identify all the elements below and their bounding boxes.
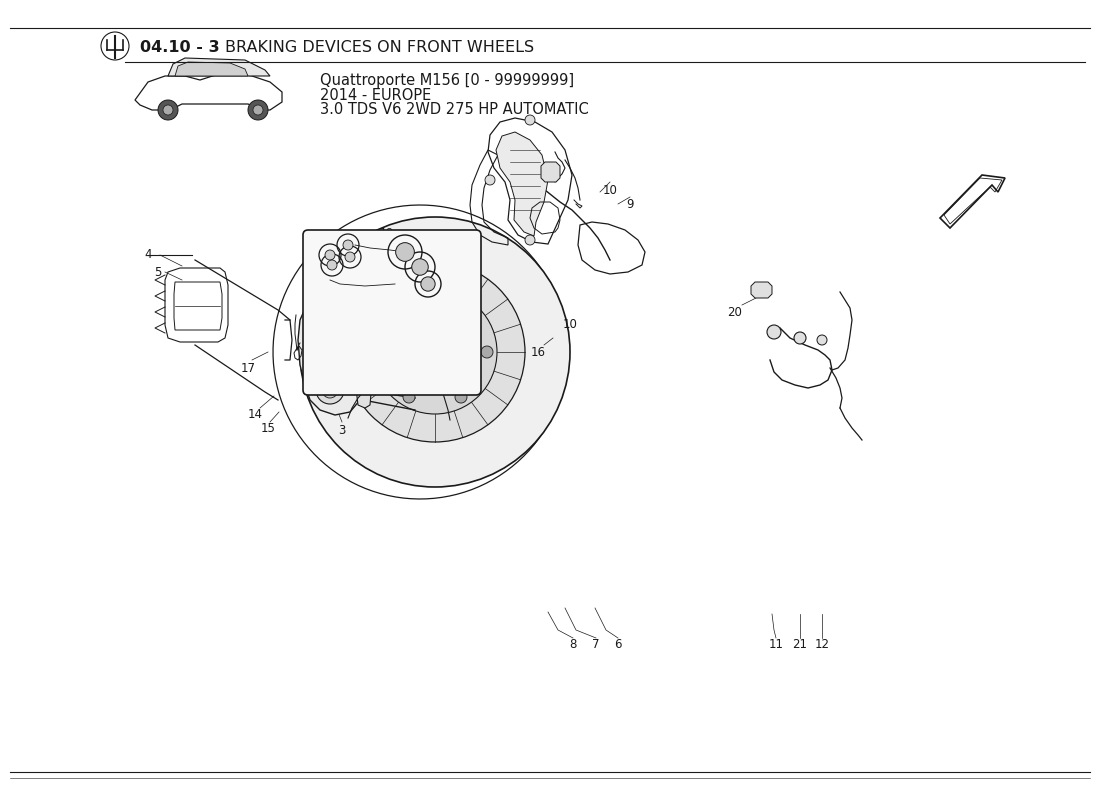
Circle shape — [525, 115, 535, 125]
Circle shape — [411, 258, 428, 275]
Circle shape — [525, 235, 535, 245]
Text: 12: 12 — [814, 638, 829, 651]
Circle shape — [316, 376, 344, 404]
Circle shape — [300, 217, 570, 487]
Circle shape — [343, 240, 353, 250]
Text: 2: 2 — [444, 411, 452, 425]
Circle shape — [253, 105, 263, 115]
Text: 19: 19 — [379, 228, 394, 238]
Circle shape — [322, 382, 338, 398]
Text: 04.10 - 3: 04.10 - 3 — [140, 39, 220, 54]
Text: 6: 6 — [614, 638, 622, 651]
Text: 19: 19 — [334, 380, 349, 390]
Text: 3: 3 — [339, 423, 345, 437]
Polygon shape — [175, 62, 248, 76]
Text: 2014 - EUROPE: 2014 - EUROPE — [320, 87, 431, 102]
Circle shape — [817, 335, 827, 345]
Polygon shape — [496, 132, 548, 236]
Text: 1: 1 — [476, 414, 484, 426]
Text: 8: 8 — [570, 638, 576, 651]
Text: 15: 15 — [261, 422, 275, 434]
Text: 7: 7 — [592, 638, 600, 651]
Circle shape — [481, 346, 493, 358]
Circle shape — [316, 316, 344, 344]
Text: Quattroporte M156 [0 - 99999999]: Quattroporte M156 [0 - 99999999] — [320, 73, 574, 87]
Circle shape — [421, 277, 436, 291]
Polygon shape — [298, 290, 363, 415]
Text: BRAKING DEVICES ON FRONT WHEELS: BRAKING DEVICES ON FRONT WHEELS — [226, 39, 535, 54]
Text: 21: 21 — [792, 638, 807, 651]
Circle shape — [345, 262, 525, 442]
Circle shape — [396, 242, 415, 262]
Text: 4: 4 — [144, 249, 152, 262]
Text: 16: 16 — [530, 346, 546, 358]
Text: 9: 9 — [626, 198, 634, 211]
Polygon shape — [168, 58, 270, 76]
FancyBboxPatch shape — [302, 230, 481, 395]
Circle shape — [412, 330, 456, 374]
Text: 5: 5 — [154, 266, 162, 278]
Circle shape — [455, 391, 468, 403]
Text: 18: 18 — [400, 377, 415, 387]
Circle shape — [794, 332, 806, 344]
Circle shape — [403, 301, 415, 313]
Text: 10: 10 — [603, 183, 617, 197]
Circle shape — [767, 325, 781, 339]
Polygon shape — [355, 306, 372, 408]
Circle shape — [248, 100, 268, 120]
Text: 3.0 TDS V6 2WD 275 HP AUTOMATIC: 3.0 TDS V6 2WD 275 HP AUTOMATIC — [320, 102, 588, 118]
Circle shape — [373, 290, 497, 414]
Text: 20: 20 — [727, 306, 742, 318]
Polygon shape — [940, 175, 1005, 228]
Circle shape — [324, 250, 336, 260]
Text: 11: 11 — [769, 638, 783, 651]
Circle shape — [163, 105, 173, 115]
Circle shape — [327, 260, 337, 270]
Text: 10: 10 — [562, 318, 578, 331]
Circle shape — [455, 301, 468, 313]
Circle shape — [322, 322, 338, 338]
Circle shape — [377, 346, 389, 358]
Text: 18: 18 — [434, 250, 449, 260]
Polygon shape — [751, 282, 772, 298]
Circle shape — [485, 175, 495, 185]
Circle shape — [403, 391, 415, 403]
Circle shape — [316, 346, 344, 374]
Circle shape — [158, 100, 178, 120]
Circle shape — [322, 352, 338, 368]
Circle shape — [345, 252, 355, 262]
Text: 17: 17 — [241, 362, 255, 374]
Text: 14: 14 — [248, 409, 263, 422]
Polygon shape — [541, 162, 560, 182]
Circle shape — [424, 340, 447, 364]
Circle shape — [393, 310, 477, 394]
